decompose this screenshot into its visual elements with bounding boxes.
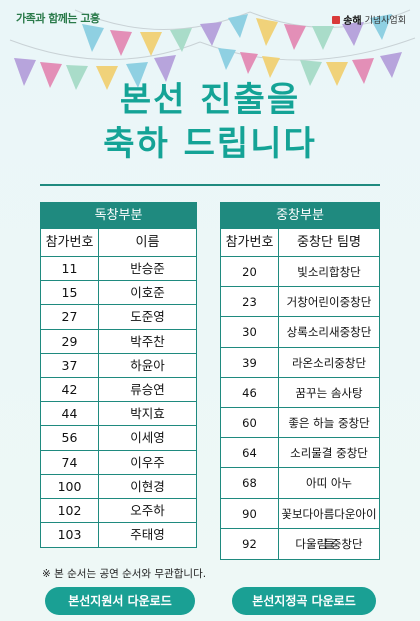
table-row: 46 꿈꾸는 솜사탕: [221, 377, 379, 408]
row-name: 주태영: [130, 527, 165, 543]
row-number: 64: [221, 438, 279, 468]
row-name: 이우주: [130, 454, 165, 470]
table-row: 20 빛소리합창단: [221, 257, 379, 288]
table-row: 102 오주하: [41, 498, 196, 524]
title-divider: [40, 184, 380, 186]
solo-table-heading: 독창부분: [41, 203, 196, 229]
row-number: 11: [41, 257, 99, 281]
row-number: 46: [221, 377, 279, 407]
solo-col-number: 참가번호: [41, 229, 99, 256]
row-name: 박주찬: [130, 333, 165, 349]
table-row: 90 꽃보다아름다운아이들: [221, 498, 379, 551]
row-number: 30: [221, 317, 279, 347]
row-name: 빛소리합창단: [297, 265, 361, 279]
row-name: 이세영: [130, 430, 165, 446]
title-line-2: 축하 드립니다: [103, 124, 317, 164]
row-number: 102: [41, 498, 99, 523]
solo-col-name: 이름: [135, 235, 160, 250]
table-row: 60 좋은 하늘 중창단: [221, 407, 379, 439]
download-song-button[interactable]: 본선지정곡 다운로드: [232, 587, 376, 615]
solo-table-body: 11 반승준 15 이호준 27 도준영 29 박주찬 37 하윤아 42 류승연 44 박지효 56 이세영…: [41, 257, 196, 548]
row-name: 아띠 아누: [306, 476, 352, 491]
row-number: 100: [41, 474, 99, 498]
row-name: 거창어린이중창단: [286, 295, 372, 310]
row-name: 이현경: [130, 478, 165, 494]
table-row: 11 반승준: [41, 257, 196, 282]
choir-table-body: 20 빛소리합창단 23 거창어린이중창단 30 상록소리새중창단 39 라온소리중창단 46 꿈…: [221, 257, 379, 559]
choir-table-heading: 중창부분: [221, 203, 379, 229]
table-row: 23 거창어린이중창단: [221, 287, 379, 318]
logo-brand: 송해: [343, 16, 362, 27]
row-name: 류승연: [130, 381, 165, 397]
row-number: 27: [41, 305, 99, 329]
table-row: 56 이세영: [41, 426, 196, 451]
solo-table: 독창부분 참가번호 이름 11 반승준 15 이호준 27 도준영 29 박주찬 37 하윤아 42…: [40, 202, 197, 549]
choir-table-columns: 참가번호 중창단 팀명: [221, 229, 379, 257]
title-line-1: 본선 진출을: [119, 80, 301, 120]
row-name: 라온소리중창단: [291, 355, 367, 370]
table-row: 15 이호준: [41, 281, 196, 306]
table-row: 74 이우주: [41, 450, 196, 475]
gohung-logo: 가족과 함께는 고흥: [16, 10, 100, 26]
table-row: 68 아띠 아누: [221, 468, 379, 499]
row-number: 74: [41, 450, 99, 474]
table-row: 29 박주찬: [41, 329, 196, 354]
table-row: 103 주태영: [41, 523, 196, 548]
row-name: 상록소리새중창단: [286, 325, 372, 340]
table-row: 27 도준영: [41, 305, 196, 330]
row-name: 꽃보다아름다운아이들: [281, 506, 377, 551]
solo-table-columns: 참가번호 이름: [41, 229, 196, 257]
row-number: 56: [41, 426, 99, 450]
row-name: 도준영: [130, 309, 165, 325]
order-note: ※ 본 순서는 공연 순서와 무관합니다.: [42, 568, 207, 580]
row-name: 다울림 중창단: [295, 536, 363, 551]
table-row: 44 박지효: [41, 402, 196, 427]
row-number: 90: [221, 498, 279, 528]
table-row: 100 이현경: [41, 474, 196, 499]
table-row: 92 다울림 중창단: [221, 528, 379, 559]
row-name: 오주하: [130, 502, 165, 518]
table-row: 39 라온소리중창단: [221, 347, 379, 378]
row-number: 20: [221, 257, 279, 287]
songhae-foundation-logo: 송해 기념사업회: [332, 12, 406, 27]
row-number: 37: [41, 353, 99, 377]
row-name: 박지효: [130, 406, 165, 422]
download-application-button[interactable]: 본선지원서 다운로드: [45, 587, 195, 615]
table-row: 64 소리물결 중창단: [221, 438, 379, 469]
table-row: 30 상록소리새중창단: [221, 317, 379, 348]
row-number: 68: [221, 468, 279, 498]
bunting-decoration: [9, 9, 416, 90]
row-number: 42: [41, 377, 99, 402]
row-number: 39: [221, 347, 279, 377]
row-number: 44: [41, 402, 99, 426]
row-name: 꿈꾸는 솜사탕: [295, 385, 363, 400]
choir-table: 중창부분 참가번호 중창단 팀명 20 빛소리합창단 23 거창어린이중창단 30 상록소…: [220, 202, 380, 560]
logo-mark-icon: [332, 15, 341, 24]
choir-col-name: 중창단 팀명: [297, 235, 361, 250]
choir-col-number: 참가번호: [221, 229, 279, 256]
row-name: 소리물결 중창단: [290, 446, 368, 461]
row-name: 하윤아: [130, 357, 165, 373]
row-number: 23: [221, 287, 279, 317]
row-number: 60: [221, 407, 279, 438]
logo-sub: 기념사업회: [364, 16, 406, 26]
row-number: 92: [221, 528, 279, 559]
table-row: 42 류승연: [41, 377, 196, 403]
row-number: 15: [41, 281, 99, 305]
gohung-logo-text: 가족과 함께는 고흥: [16, 12, 100, 25]
row-name: 좋은 하늘 중창단: [288, 415, 370, 430]
page-title: 본선 진출을 축하 드립니다: [0, 78, 420, 166]
table-row: 37 하윤아: [41, 353, 196, 378]
row-name: 반승준: [130, 261, 165, 276]
row-number: 103: [41, 523, 99, 548]
row-name: 이호준: [130, 285, 165, 301]
row-number: 29: [41, 329, 99, 353]
